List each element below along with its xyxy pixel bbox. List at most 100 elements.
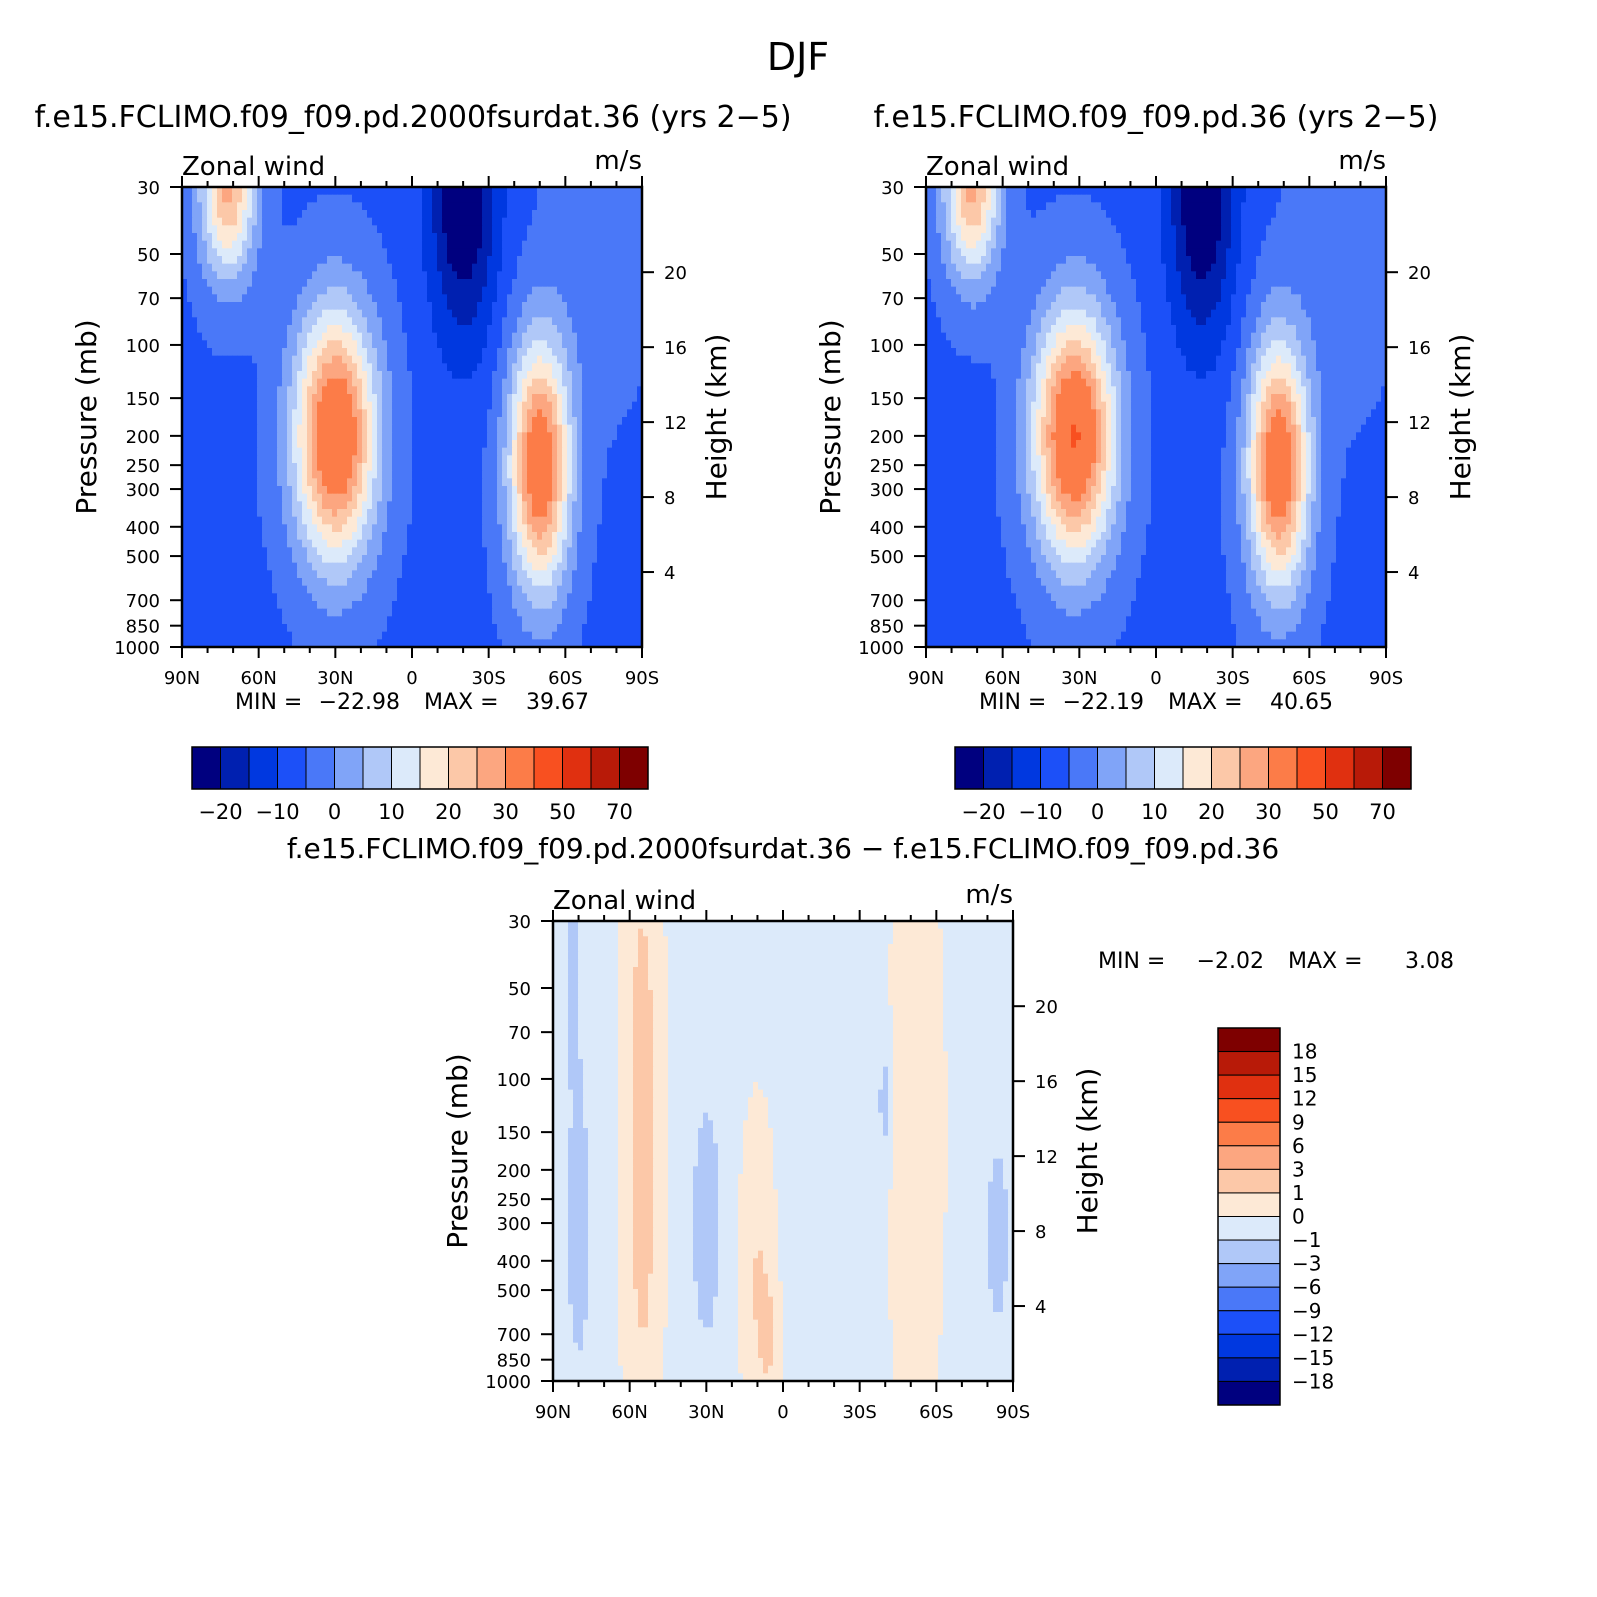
field-cell (237, 210, 243, 218)
field-cell (247, 448, 253, 456)
field-cell (292, 202, 298, 210)
field-cell (307, 256, 313, 264)
field-cell (302, 586, 308, 594)
field-cell (552, 494, 558, 502)
field-cell (592, 402, 598, 410)
field-cell (622, 532, 628, 540)
field-cell (507, 302, 513, 310)
field-cell (322, 471, 328, 479)
field-cell (397, 302, 403, 310)
field-cell (457, 586, 463, 594)
field-cell (502, 356, 508, 364)
field-cell (312, 333, 318, 341)
field-cell (337, 363, 343, 371)
field-cell (567, 463, 573, 471)
field-cell (327, 448, 333, 456)
field-cell (477, 287, 483, 295)
field-cell (202, 563, 208, 571)
field-cell (502, 264, 508, 272)
field-cell (392, 202, 398, 210)
field-cell (572, 333, 578, 341)
field-cell (497, 555, 503, 563)
field-cell (457, 225, 463, 233)
field-cell (432, 486, 438, 494)
field-cell (217, 409, 223, 417)
field-cell (422, 402, 428, 410)
field-cell (417, 409, 423, 417)
field-cell (407, 409, 413, 417)
field-cell (582, 394, 588, 402)
field-cell (467, 402, 473, 410)
field-cell (607, 463, 613, 471)
field-cell (202, 218, 208, 226)
field-cell (267, 325, 273, 333)
field-cell (497, 524, 503, 532)
field-cell (312, 218, 318, 226)
field-cell (397, 555, 403, 563)
field-cell (377, 225, 383, 233)
field-cell (317, 432, 323, 440)
field-cell (197, 294, 203, 302)
field-cell (222, 555, 228, 563)
field-cell (522, 310, 528, 318)
field-cell (367, 356, 373, 364)
field-cell (522, 540, 528, 548)
field-cell (512, 340, 518, 348)
field-cell (612, 317, 618, 325)
field-cell (392, 563, 398, 571)
field-cell (417, 555, 423, 563)
field-cell (277, 570, 283, 578)
field-cell (552, 578, 558, 586)
field-cell (197, 333, 203, 341)
field-cell (517, 241, 523, 249)
field-cell (352, 371, 358, 379)
field-cell (202, 509, 208, 517)
field-cell (402, 379, 408, 387)
field-cell (622, 317, 628, 325)
field-cell (187, 294, 193, 302)
field-cell (322, 501, 328, 509)
field-cell (567, 225, 573, 233)
field-cell (242, 379, 248, 387)
field-cell (222, 578, 228, 586)
field-cell (472, 578, 478, 586)
field-cell (367, 386, 373, 394)
field-cell (247, 348, 253, 356)
field-cell (512, 494, 518, 502)
field-cell (537, 409, 543, 417)
field-cell (392, 432, 398, 440)
field-cell (497, 563, 503, 571)
field-cell (327, 233, 333, 241)
field-cell (312, 570, 318, 578)
field-cell (492, 363, 498, 371)
field-cell (522, 570, 528, 578)
field-cell (397, 348, 403, 356)
field-cell (532, 494, 538, 502)
field-cell (627, 386, 633, 394)
field-cell (487, 509, 493, 517)
field-cell (547, 264, 553, 272)
field-cell (502, 371, 508, 379)
field-cell (207, 471, 213, 479)
field-cell (352, 348, 358, 356)
field-cell (312, 310, 318, 318)
field-cell (592, 210, 598, 218)
field-cell (507, 409, 513, 417)
field-cell (352, 524, 358, 532)
field-cell (362, 455, 368, 463)
field-cell (482, 302, 488, 310)
field-cell (437, 233, 443, 241)
field-cell (582, 210, 588, 218)
field-cell (472, 233, 478, 241)
field-cell (302, 325, 308, 333)
field-cell (417, 333, 423, 341)
field-cell (222, 540, 228, 548)
field-cell (332, 371, 338, 379)
field-cell (527, 394, 533, 402)
field-cell (197, 317, 203, 325)
field-cell (612, 501, 618, 509)
field-cell (277, 294, 283, 302)
field-cell (222, 241, 228, 249)
field-cell (462, 287, 468, 295)
field-cell (432, 570, 438, 578)
